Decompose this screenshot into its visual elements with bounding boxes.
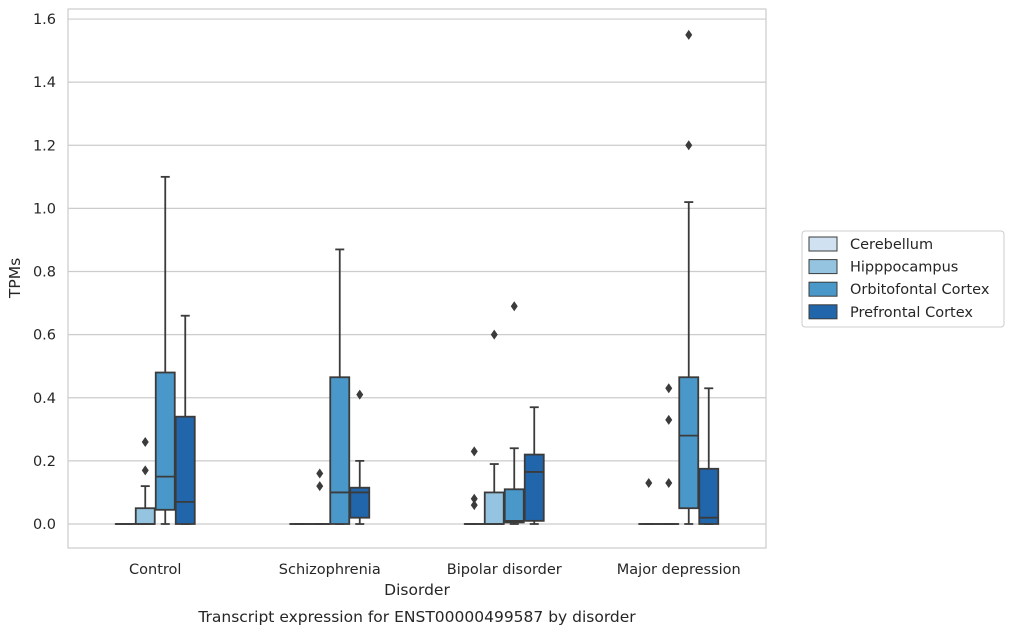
x-tick-label: Bipolar disorder bbox=[447, 562, 562, 578]
box-iqr bbox=[329, 376, 351, 525]
box-iqr bbox=[678, 376, 700, 510]
outlier-point bbox=[665, 477, 673, 488]
outlier-point bbox=[470, 493, 478, 504]
y-tick-label: 1.6 bbox=[33, 12, 56, 28]
legend-swatch bbox=[808, 304, 838, 320]
category-group bbox=[638, 29, 720, 525]
box-iqr bbox=[349, 486, 371, 519]
legend-label: Cerebellum bbox=[850, 237, 933, 253]
legend-label: Hipppocampus bbox=[850, 260, 958, 276]
plot-frame bbox=[67, 8, 767, 549]
legend-label: Orbitofontal Cortex bbox=[850, 282, 990, 298]
outlier-point bbox=[665, 383, 673, 394]
box-iqr bbox=[483, 491, 505, 525]
box-prefrontal-cortex bbox=[174, 314, 196, 525]
outlier-point bbox=[685, 140, 693, 151]
box-hipppocampus bbox=[309, 468, 331, 525]
legend-frame bbox=[801, 230, 1005, 328]
y-tick-labels: 0.0 0.2 0.4 0.6 0.8 1.0 1.2 1.4 1.6 bbox=[33, 12, 56, 533]
box-iqr bbox=[523, 453, 545, 522]
legend-swatch bbox=[808, 259, 838, 275]
box-iqr bbox=[503, 488, 525, 524]
y-tick-label: 1.0 bbox=[33, 201, 56, 217]
box-iqr bbox=[698, 467, 720, 525]
box-iqr bbox=[154, 371, 176, 511]
y-tick-label: 0.8 bbox=[33, 265, 56, 281]
outlier-point bbox=[470, 500, 478, 511]
box-orbitofontal-cortex bbox=[154, 175, 176, 525]
box-plot-groups bbox=[114, 29, 720, 525]
y-tick-label: 0.2 bbox=[33, 454, 56, 470]
outlier-point bbox=[685, 29, 693, 40]
legend-label: Prefrontal Cortex bbox=[850, 305, 973, 321]
outlier-point bbox=[665, 414, 673, 425]
box-prefrontal-cortex bbox=[349, 389, 371, 525]
box-orbitofontal-cortex bbox=[329, 248, 351, 525]
category-group bbox=[114, 175, 196, 525]
y-tick-label: 1.2 bbox=[33, 138, 56, 154]
y-axis-title: TPMs bbox=[6, 258, 24, 299]
outlier-point bbox=[316, 468, 324, 479]
box-cerebellum bbox=[638, 477, 660, 525]
y-tick-label: 1.4 bbox=[33, 75, 56, 91]
x-tick-label: Major depression bbox=[617, 562, 741, 578]
box-hipppocampus bbox=[658, 383, 680, 525]
x-axis-title: Disorder bbox=[384, 581, 450, 599]
outlier-point bbox=[141, 436, 149, 447]
outlier-point bbox=[510, 301, 518, 312]
legend-swatch bbox=[808, 236, 838, 252]
box-hipppocampus bbox=[134, 436, 156, 525]
outlier-point bbox=[645, 477, 653, 488]
box-prefrontal-cortex bbox=[523, 406, 545, 525]
chart-title: Transcript expression for ENST0000049958… bbox=[197, 608, 636, 626]
y-tick-label: 0.6 bbox=[33, 328, 56, 344]
x-tick-label: Control bbox=[129, 562, 181, 578]
box-orbitofontal-cortex bbox=[503, 301, 525, 525]
outlier-point bbox=[141, 465, 149, 476]
x-tick-labels: Control Schizophrenia Bipolar disorder Majo… bbox=[129, 562, 741, 578]
y-tick-label: 0.0 bbox=[33, 517, 56, 533]
category-group bbox=[289, 248, 371, 525]
box-iqr bbox=[134, 507, 156, 525]
box-iqr bbox=[174, 415, 196, 525]
y-tick-label: 0.4 bbox=[33, 391, 56, 407]
box-hipppocampus bbox=[483, 329, 505, 525]
box-cerebellum bbox=[463, 446, 485, 525]
legend: Cerebellum Hipppocampus Orbitofontal Corte… bbox=[801, 230, 1005, 328]
legend-swatch bbox=[808, 281, 838, 297]
outlier-point bbox=[356, 389, 364, 400]
outlier-point bbox=[490, 329, 498, 340]
outlier-point bbox=[470, 446, 478, 457]
box-prefrontal-cortex bbox=[698, 387, 720, 525]
box-orbitofontal-cortex bbox=[678, 29, 700, 525]
x-tick-label: Schizophrenia bbox=[279, 562, 381, 578]
outlier-point bbox=[316, 481, 324, 492]
category-group bbox=[463, 301, 545, 525]
